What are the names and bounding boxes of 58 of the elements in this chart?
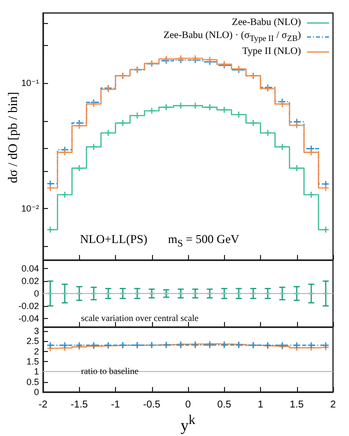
y-tick-label: 0.04	[21, 264, 39, 274]
legend-label: Zee-Babu (NLO) · (σ$_{Type II}$ / σ$_{ZB}$)	[163, 29, 301, 45]
y-tick-label: 2	[34, 346, 39, 356]
legend-label: Zee-Babu (NLO)	[232, 16, 301, 29]
point	[322, 226, 329, 233]
point	[294, 122, 300, 128]
point	[76, 165, 82, 172]
point	[47, 226, 54, 233]
point	[308, 192, 314, 198]
y-tick-label: 0.02	[21, 276, 39, 286]
point	[322, 184, 329, 191]
y-tick-label: 0.5	[26, 376, 39, 387]
x-tick-label: 0	[185, 400, 192, 410]
x-tick-label: -2	[38, 400, 48, 410]
point	[120, 120, 126, 126]
annotation: NLO+LL(PS)	[80, 232, 148, 247]
x-tick-label: 1	[258, 400, 264, 410]
y-axis-title: dσ / dO [pb / bin]	[4, 90, 20, 185]
point	[47, 184, 54, 191]
x-tick-label: -1	[111, 400, 120, 410]
point	[134, 112, 140, 119]
point	[76, 122, 82, 129]
annotation: m$_{S}$ = 500 GeV	[168, 232, 240, 250]
point	[163, 104, 170, 110]
y-tick-label: 0	[34, 288, 39, 298]
point	[294, 165, 300, 172]
point	[236, 112, 242, 118]
point	[221, 106, 228, 113]
x-tick-label: -0.5	[143, 400, 161, 410]
point	[105, 130, 112, 136]
point	[264, 130, 271, 136]
y-tick-label: 3	[34, 326, 39, 336]
y-tick-label: 10⁻¹	[21, 78, 39, 88]
x-axis-title: y$^{k}$	[180, 412, 196, 436]
annotation: ratio to baseline	[81, 366, 138, 376]
point	[308, 149, 314, 156]
point	[62, 149, 68, 156]
x-tick-label: -1.5	[70, 400, 88, 410]
point	[192, 102, 198, 109]
x-tick-label: 2	[330, 400, 336, 410]
point	[148, 108, 155, 114]
legend-label: Type II (NLO)	[242, 45, 301, 58]
y-tick-label: 0	[34, 387, 39, 397]
point	[206, 104, 213, 110]
y-tick-label: 1.5	[26, 356, 39, 367]
x-tick-label: 0.5	[217, 400, 232, 410]
point	[62, 192, 68, 198]
y-tick-label: -0.02	[18, 300, 39, 311]
y-tick-label: 1	[34, 366, 39, 377]
y-tick-label: 2.5	[26, 336, 39, 346]
point	[178, 102, 184, 109]
x-tick-label: 1.5	[290, 400, 304, 410]
y-tick-label: 10⁻²	[21, 204, 39, 214]
annotation: scale variation over central scale	[81, 313, 198, 323]
point	[90, 144, 97, 150]
point	[279, 144, 286, 150]
point	[250, 120, 256, 126]
y-tick-label: -0.04	[18, 313, 39, 324]
